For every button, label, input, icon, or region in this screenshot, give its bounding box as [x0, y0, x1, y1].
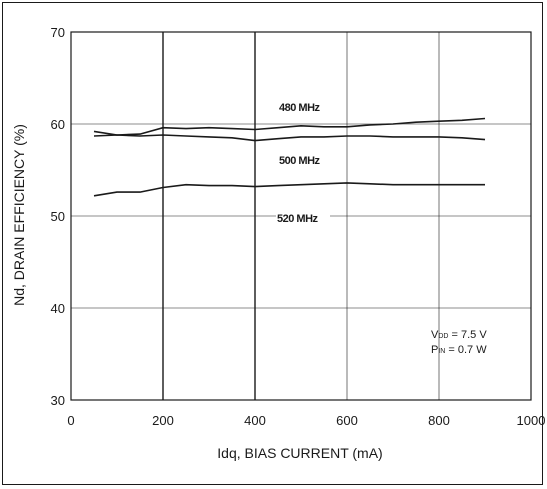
x-tick-labels: 0 200 400 600 800 1000	[67, 413, 545, 428]
x-tick-label-800: 800	[428, 413, 450, 428]
y-tick-label-40: 40	[51, 301, 65, 316]
condition-pin-sub: IN	[438, 348, 445, 355]
series-label-500: 500 MHz	[279, 155, 321, 167]
series-label-480: 480 MHz	[279, 102, 321, 114]
series-label-520: 520 MHz	[277, 213, 319, 225]
y-tick-label-70: 70	[51, 25, 65, 40]
series-line-500-mhz	[93, 134, 486, 142]
series-label-500-bg	[278, 154, 332, 167]
plot-area	[70, 31, 532, 401]
y-tick-labels: 30 40 50 60 70	[51, 25, 65, 408]
condition-pin: PIN = 0.7 W	[431, 344, 487, 356]
condition-vdd-sub: DD	[438, 333, 448, 340]
chart-frame	[2, 2, 543, 485]
x-axis-label: Idq, BIAS CURRENT (mA)	[217, 445, 382, 461]
plot-border	[70, 31, 532, 401]
x-tick-label-0: 0	[67, 413, 74, 428]
y-tick-label-60: 60	[51, 117, 65, 132]
series-line-480-mhz	[93, 117, 486, 136]
y-tick-label-50: 50	[51, 209, 65, 224]
series-label-520-bg	[276, 211, 330, 225]
condition-vdd: VDD = 7.5 V	[431, 329, 487, 341]
condition-vdd-value: = 7.5 V	[448, 329, 487, 341]
condition-pin-value: = 0.7 W	[445, 344, 487, 356]
y-axis-label: Nd, DRAIN EFFICIENCY (%)	[11, 124, 27, 306]
series-line-520-mhz	[93, 182, 485, 197]
condition-vdd-main: V	[431, 329, 439, 341]
x-tick-label-600: 600	[336, 413, 358, 428]
condition-pin-main: P	[431, 344, 438, 356]
x-tick-label-1000: 1000	[517, 413, 546, 428]
x-tick-label-400: 400	[244, 413, 266, 428]
y-tick-label-30: 30	[51, 393, 65, 408]
series-label-480-bg	[278, 101, 332, 114]
series-lines	[93, 117, 486, 197]
x-tick-label-200: 200	[152, 413, 174, 428]
